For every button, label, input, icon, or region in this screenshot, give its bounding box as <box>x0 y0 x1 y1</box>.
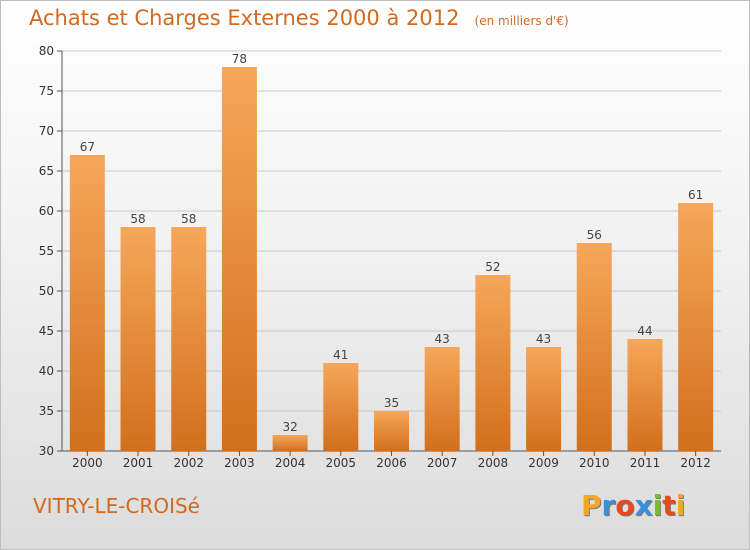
data-label: 58 <box>130 212 145 226</box>
logo-letter: i <box>675 489 686 522</box>
logo-letter: P <box>581 489 602 522</box>
data-label: 43 <box>435 332 450 346</box>
bar <box>69 155 105 451</box>
data-label: 41 <box>333 348 348 362</box>
x-tick-label: 2009 <box>528 456 559 470</box>
bar <box>171 227 207 451</box>
logo-letter: r <box>601 489 616 522</box>
y-tick-label: 80 <box>39 44 54 58</box>
data-label: 52 <box>485 260 500 274</box>
y-tick-label: 45 <box>39 324 54 338</box>
chart-title: Achats et Charges Externes 2000 à 2012 <box>29 6 460 30</box>
x-tick-label: 2008 <box>478 456 509 470</box>
bar <box>526 347 562 451</box>
bar <box>221 67 257 451</box>
labels: 30 35 40 45 50 55 60 65 70 75 80 67 2000 58 2001 58 2002… <box>39 44 711 470</box>
data-label: 78 <box>232 52 247 66</box>
y-tick-label: 60 <box>39 204 54 218</box>
chart-subtitle: (en milliers d'€) <box>474 14 569 28</box>
logo-letter: x <box>634 489 653 522</box>
data-label: 67 <box>80 140 95 154</box>
chart-title-area: Achats et Charges Externes 2000 à 2012 (… <box>29 6 569 30</box>
y-tick-label: 30 <box>39 444 54 458</box>
bar <box>627 339 663 451</box>
x-tick-label: 2012 <box>680 456 711 470</box>
x-tick-label: 2003 <box>224 456 255 470</box>
y-tick-label: 35 <box>39 404 54 418</box>
bar <box>475 275 511 451</box>
bar <box>424 347 460 451</box>
x-tick-label: 2000 <box>72 456 103 470</box>
x-tick-label: 2007 <box>427 456 458 470</box>
data-label: 44 <box>637 324 652 338</box>
logo-letter: t <box>662 489 676 522</box>
x-tick-label: 2011 <box>630 456 661 470</box>
y-tick-label: 50 <box>39 284 54 298</box>
data-label: 35 <box>384 396 399 410</box>
bar <box>678 203 714 451</box>
x-tick-label: 2006 <box>376 456 407 470</box>
bars <box>69 67 714 451</box>
y-tick-label: 55 <box>39 244 54 258</box>
bar <box>576 243 612 451</box>
data-label: 58 <box>181 212 196 226</box>
data-label: 61 <box>688 188 703 202</box>
logo-letter: i <box>652 489 663 522</box>
proxiti-logo: Proxiti <box>581 489 685 522</box>
x-tick-label: 2004 <box>275 456 306 470</box>
bar <box>272 435 308 451</box>
y-tick-label: 70 <box>39 124 54 138</box>
gridlines <box>62 50 721 452</box>
y-tick-label: 75 <box>39 84 54 98</box>
x-tick-label: 2005 <box>326 456 357 470</box>
bar <box>374 411 409 451</box>
bar <box>120 227 156 451</box>
bar <box>323 363 359 451</box>
data-label: 32 <box>282 420 297 434</box>
x-tick-label: 2001 <box>123 456 154 470</box>
commune-name: VITRY-LE-CROISé <box>33 494 200 518</box>
logo-letter: o <box>615 489 635 522</box>
data-label: 43 <box>536 332 551 346</box>
x-tick-label: 2010 <box>579 456 610 470</box>
data-label: 56 <box>587 228 602 242</box>
y-tick-label: 40 <box>39 364 54 378</box>
y-tick-label: 65 <box>39 164 54 178</box>
x-tick-label: 2002 <box>173 456 204 470</box>
